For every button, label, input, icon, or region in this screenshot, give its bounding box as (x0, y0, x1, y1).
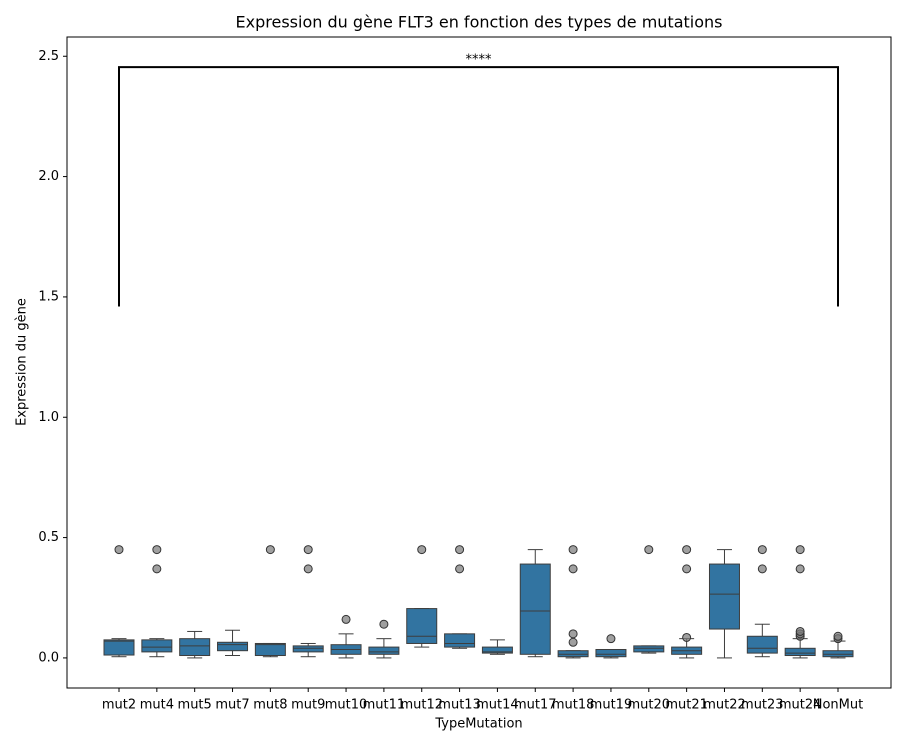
box (595, 648, 627, 658)
outlier (568, 545, 578, 555)
plot-frame (66, 36, 892, 689)
x-tick-label: mut5 (178, 698, 212, 713)
outlier (152, 545, 162, 555)
box (217, 641, 249, 652)
outlier (795, 626, 805, 636)
x-tick-label: mut4 (140, 698, 174, 713)
box (784, 647, 816, 657)
significance-bracket (118, 66, 839, 307)
x-tick-label: mut8 (253, 698, 287, 713)
outlier (682, 545, 692, 555)
y-tick-label: 1.0 (38, 410, 59, 425)
y-tick-label: 2.5 (38, 49, 59, 64)
outlier (455, 564, 465, 574)
outlier (568, 564, 578, 574)
chart-title: Expression du gène FLT3 en fonction des … (236, 13, 723, 32)
outlier (303, 545, 313, 555)
x-tick-label: mut11 (363, 698, 406, 713)
y-tick-label: 2.0 (38, 169, 59, 184)
x-tick-label: mut19 (590, 698, 633, 713)
outlier (606, 634, 616, 644)
x-tick-label: mut17 (514, 698, 557, 713)
outlier (795, 545, 805, 555)
outlier (265, 545, 275, 555)
outlier (682, 564, 692, 574)
y-tick-label: 0.0 (38, 650, 59, 665)
box (746, 635, 778, 654)
x-tick-label: mut20 (628, 698, 671, 713)
outlier (795, 564, 805, 574)
outlier (114, 545, 124, 555)
y-tick-label: 0.5 (38, 530, 59, 545)
outlier (682, 632, 692, 642)
outlier (417, 545, 427, 555)
outlier (833, 631, 843, 641)
outlier (568, 637, 578, 647)
y-tick-label: 1.5 (38, 289, 59, 304)
x-tick-label: mut10 (325, 698, 368, 713)
x-tick-label: mut9 (291, 698, 325, 713)
outlier (644, 545, 654, 555)
y-axis-label: Expression du gène (15, 298, 30, 426)
outlier (757, 564, 767, 574)
x-tick-label: mut13 (438, 698, 481, 713)
box (141, 639, 173, 653)
x-tick-label: mut18 (552, 698, 595, 713)
significance-label: **** (466, 53, 493, 68)
box (481, 646, 513, 654)
outlier (379, 619, 389, 629)
box (519, 563, 551, 655)
x-tick-label: mut14 (476, 698, 519, 713)
x-tick-label: NonMut (813, 698, 863, 713)
x-tick-label: mut22 (703, 698, 746, 713)
box (292, 645, 324, 653)
outlier (341, 614, 351, 624)
box (254, 642, 286, 657)
box (444, 633, 476, 648)
box (557, 650, 589, 658)
box (406, 608, 438, 644)
outlier (757, 545, 767, 555)
box (822, 650, 854, 658)
outlier (152, 564, 162, 574)
x-axis-label: TypeMutation (434, 717, 522, 732)
box (368, 646, 400, 655)
x-tick-label: mut7 (215, 698, 249, 713)
outlier (303, 564, 313, 574)
outlier (455, 545, 465, 555)
box (633, 645, 665, 653)
box (103, 639, 135, 656)
box (708, 563, 740, 630)
box (179, 638, 211, 657)
x-tick-label: mut24 (779, 698, 822, 713)
x-tick-label: mut12 (400, 698, 443, 713)
x-tick-label: mut23 (741, 698, 784, 713)
x-tick-label: mut2 (102, 698, 136, 713)
x-tick-label: mut21 (665, 698, 708, 713)
outlier (568, 629, 578, 639)
